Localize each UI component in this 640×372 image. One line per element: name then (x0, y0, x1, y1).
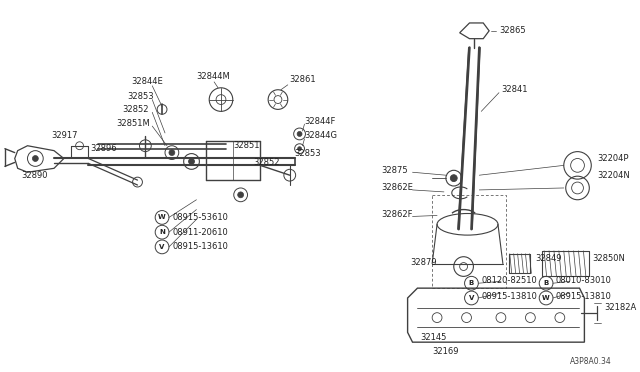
Text: V: V (159, 244, 164, 250)
Text: 08915-53610: 08915-53610 (173, 213, 228, 222)
Text: 32851: 32851 (234, 141, 260, 150)
Text: 32844F: 32844F (305, 117, 336, 126)
Text: 32890: 32890 (22, 171, 48, 180)
Circle shape (169, 150, 175, 155)
Text: 08915-13610: 08915-13610 (173, 243, 228, 251)
Circle shape (298, 147, 301, 151)
Text: 32862F: 32862F (381, 210, 413, 219)
Text: 32917: 32917 (51, 131, 77, 140)
Text: 32865: 32865 (499, 26, 525, 35)
Text: 32844G: 32844G (305, 131, 337, 140)
Text: 32896: 32896 (90, 144, 117, 153)
Text: A3P8A0.34: A3P8A0.34 (570, 357, 611, 366)
Text: 32169: 32169 (432, 346, 459, 356)
Text: W: W (158, 214, 166, 221)
Text: 32204N: 32204N (597, 171, 630, 180)
Text: 32879: 32879 (410, 258, 437, 267)
Text: 32851M: 32851M (116, 119, 150, 128)
Text: 32145: 32145 (420, 333, 447, 342)
Circle shape (297, 131, 302, 137)
Text: 32853: 32853 (294, 149, 321, 158)
Text: 32204P: 32204P (597, 154, 628, 163)
Text: 32182A: 32182A (604, 303, 636, 312)
Text: 32861: 32861 (290, 76, 316, 84)
Text: V: V (468, 295, 474, 301)
Text: N: N (159, 229, 165, 235)
Text: 32852: 32852 (123, 105, 149, 114)
Text: 32844E: 32844E (132, 77, 163, 86)
Text: 32852: 32852 (253, 158, 280, 167)
Text: 32841: 32841 (501, 85, 527, 94)
Text: 32862E: 32862E (381, 183, 413, 192)
Text: 32849: 32849 (535, 254, 562, 263)
Text: 32850N: 32850N (592, 254, 625, 263)
Text: B: B (469, 280, 474, 286)
Text: 08915-13810: 08915-13810 (481, 292, 537, 301)
Circle shape (451, 175, 457, 182)
Text: 32853: 32853 (128, 92, 154, 101)
Text: 08915-13810: 08915-13810 (556, 292, 612, 301)
Circle shape (189, 158, 195, 164)
Circle shape (237, 192, 244, 198)
Text: 32875: 32875 (381, 166, 408, 175)
Text: 08120-82510: 08120-82510 (481, 276, 537, 285)
Text: W: W (542, 295, 550, 301)
Text: 08010-83010: 08010-83010 (556, 276, 612, 285)
Text: 32844M: 32844M (196, 73, 230, 81)
Text: 08911-20610: 08911-20610 (173, 228, 228, 237)
Circle shape (33, 155, 38, 161)
Text: B: B (543, 280, 548, 286)
